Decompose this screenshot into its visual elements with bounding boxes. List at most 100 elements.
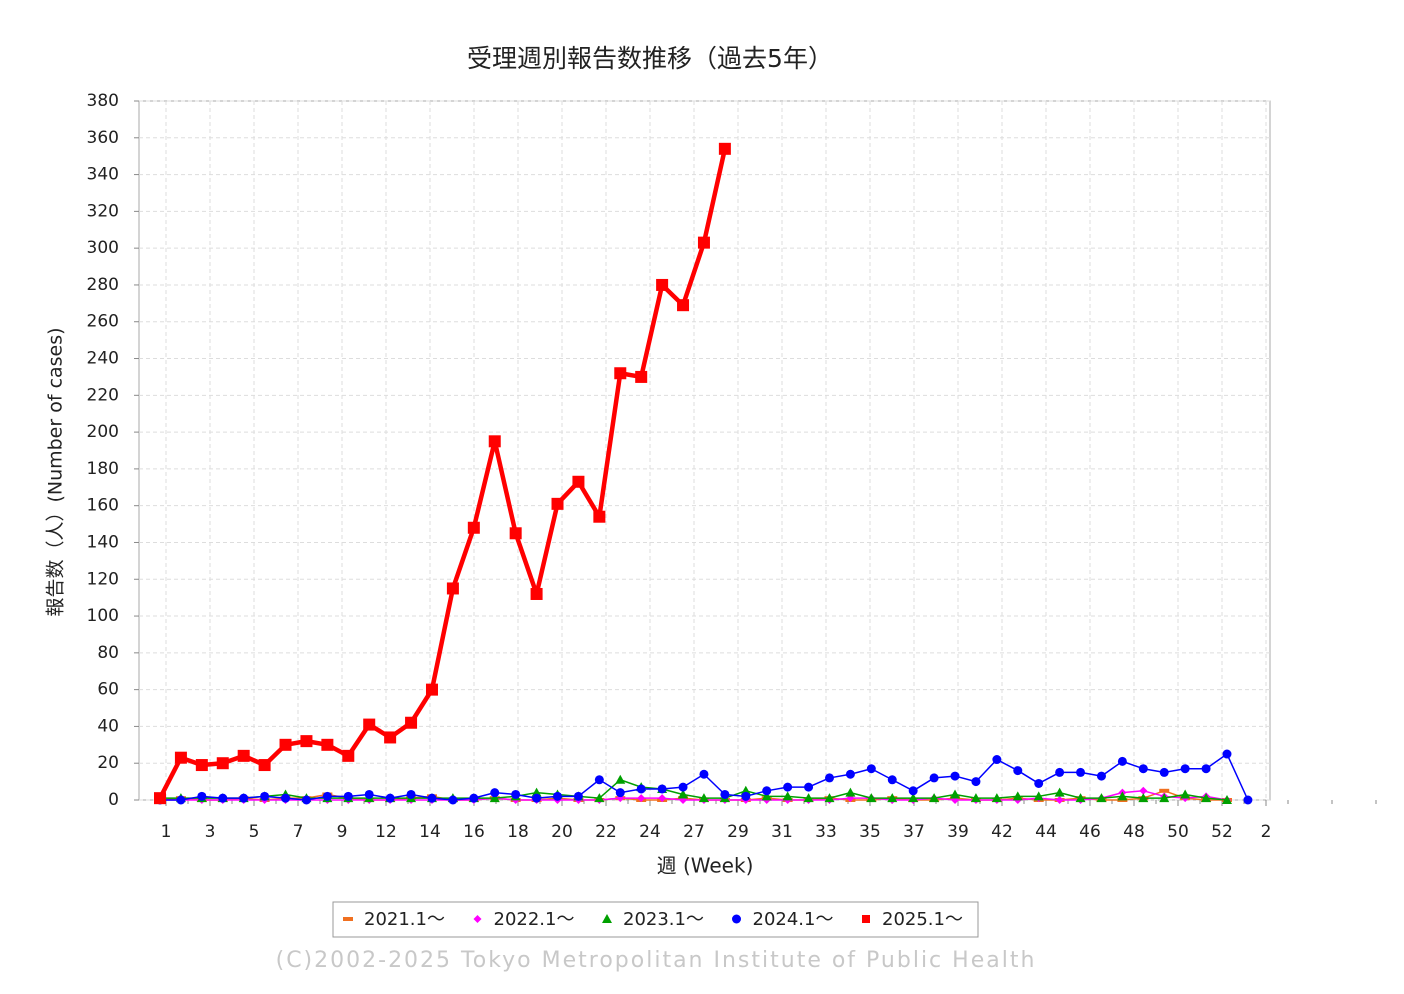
x-tick-label: 12 bbox=[375, 822, 397, 842]
legend-label: 2024.1～ bbox=[753, 909, 834, 930]
point bbox=[845, 787, 856, 797]
point bbox=[237, 749, 250, 762]
point bbox=[425, 683, 438, 696]
point bbox=[1180, 764, 1190, 774]
series-line bbox=[158, 148, 728, 800]
point bbox=[804, 782, 814, 792]
legend-label: 2021.1～ bbox=[364, 909, 445, 930]
y-tick-label: 20 bbox=[97, 753, 119, 773]
point bbox=[1033, 791, 1044, 801]
point bbox=[1055, 796, 1064, 804]
point bbox=[1159, 788, 1170, 793]
x-tick-label: 27 bbox=[683, 822, 705, 842]
point bbox=[1117, 756, 1127, 766]
point bbox=[677, 299, 690, 312]
x-tick-label: 9 bbox=[337, 822, 348, 842]
point bbox=[239, 793, 249, 803]
legend-marker bbox=[473, 915, 482, 923]
point bbox=[824, 773, 834, 783]
point bbox=[197, 791, 207, 801]
point bbox=[1138, 793, 1149, 803]
plot-area bbox=[138, 100, 1271, 801]
point bbox=[1201, 793, 1212, 803]
point bbox=[258, 759, 271, 772]
point bbox=[1075, 793, 1086, 803]
point bbox=[195, 759, 208, 772]
point bbox=[762, 786, 772, 796]
point bbox=[1201, 764, 1211, 774]
point bbox=[469, 793, 479, 803]
y-tick-label: 100 bbox=[87, 606, 119, 626]
point bbox=[490, 788, 500, 798]
point bbox=[279, 738, 292, 751]
legend-marker bbox=[602, 914, 612, 923]
legend-label: 2025.1～ bbox=[882, 909, 963, 930]
x-tick-label: 3 bbox=[205, 822, 216, 842]
x-tick-label: 46 bbox=[1079, 822, 1101, 842]
point bbox=[572, 475, 585, 488]
point bbox=[489, 793, 500, 803]
point bbox=[908, 786, 918, 796]
x-tick-label: 5 bbox=[249, 822, 260, 842]
point bbox=[929, 793, 940, 803]
x-tick-label: 33 bbox=[815, 822, 837, 842]
legend-box bbox=[332, 901, 979, 938]
point bbox=[635, 370, 648, 383]
point bbox=[637, 794, 646, 803]
x-axis-label: 週 (Week) bbox=[657, 854, 754, 878]
point bbox=[615, 788, 625, 798]
y-tick-label: 40 bbox=[97, 716, 119, 736]
point bbox=[718, 142, 731, 155]
point bbox=[845, 769, 855, 779]
point bbox=[1096, 771, 1106, 781]
point bbox=[1034, 778, 1044, 788]
point bbox=[364, 789, 374, 799]
legend-label: 2022.1～ bbox=[494, 909, 575, 930]
point bbox=[1222, 795, 1232, 804]
point bbox=[301, 795, 311, 805]
x-tick-label: 48 bbox=[1123, 822, 1145, 842]
point bbox=[594, 793, 605, 803]
y-tick-label: 260 bbox=[87, 312, 119, 332]
point bbox=[615, 774, 626, 784]
point bbox=[1055, 767, 1065, 777]
point bbox=[1012, 791, 1023, 801]
y-tick-label: 220 bbox=[87, 385, 119, 405]
point bbox=[1013, 766, 1023, 776]
point bbox=[636, 784, 646, 794]
series-line bbox=[160, 790, 1228, 801]
point bbox=[971, 777, 981, 787]
point bbox=[532, 793, 542, 803]
x-tick-label: 14 bbox=[419, 822, 441, 842]
y-tick-label: 300 bbox=[87, 238, 119, 258]
x-tick-label: 37 bbox=[903, 822, 925, 842]
y-tick-label: 380 bbox=[87, 91, 119, 111]
point bbox=[553, 791, 563, 801]
x-tick-label: 42 bbox=[991, 822, 1013, 842]
legend-label: 2023.1～ bbox=[623, 909, 704, 930]
point bbox=[385, 793, 395, 803]
point bbox=[761, 791, 772, 801]
point bbox=[1180, 789, 1191, 799]
y-tick-label: 140 bbox=[87, 532, 119, 552]
x-tick-label: 1 bbox=[161, 822, 172, 842]
y-tick-label: 160 bbox=[87, 496, 119, 516]
y-tick-label: 200 bbox=[87, 422, 119, 442]
chart-title: 受理週別報告数推移（過去5年） bbox=[467, 44, 833, 73]
point bbox=[866, 793, 877, 803]
x-tick-label: 52 bbox=[1211, 822, 1233, 842]
point bbox=[488, 435, 501, 448]
point bbox=[887, 793, 898, 803]
point bbox=[741, 791, 751, 801]
point bbox=[342, 749, 355, 762]
series-line bbox=[160, 779, 1228, 801]
point bbox=[929, 773, 939, 783]
y-tick-label: 320 bbox=[87, 201, 119, 221]
point bbox=[678, 789, 689, 799]
legend-marker bbox=[732, 914, 741, 924]
point bbox=[866, 764, 876, 774]
point bbox=[154, 792, 166, 805]
point bbox=[530, 587, 543, 600]
point bbox=[343, 791, 353, 801]
point bbox=[321, 738, 334, 751]
